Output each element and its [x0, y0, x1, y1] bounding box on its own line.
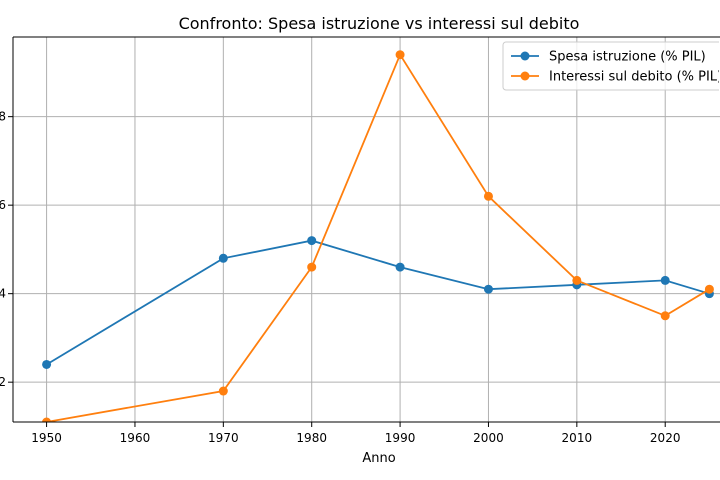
- y-tick-label: 2: [0, 375, 6, 389]
- data-point: [483, 191, 493, 201]
- data-point: [395, 262, 405, 272]
- series-line: [46, 239, 710, 366]
- y-tick-label: 6: [0, 198, 6, 212]
- data-point: [572, 275, 582, 285]
- x-axis: 1950 1960 1970 1980 1990 2000 2010 2020: [31, 422, 680, 445]
- data-point: [218, 253, 228, 263]
- data-point: [395, 50, 405, 60]
- data-point: [660, 275, 670, 285]
- x-tick-label: 1980: [296, 431, 327, 445]
- data-point: [307, 262, 317, 272]
- x-tick-label: 2020: [650, 431, 681, 445]
- y-tick-label: 8: [0, 110, 6, 124]
- data-point: [42, 359, 52, 369]
- grid: [13, 37, 720, 422]
- data-point: [218, 386, 228, 396]
- legend: Spesa istruzione (% PIL) Interessi sul de…: [502, 41, 720, 91]
- data-point: [704, 284, 714, 294]
- x-tick-label: 2010: [562, 431, 593, 445]
- x-tick-label: 1990: [385, 431, 416, 445]
- x-tick-label: 2000: [473, 431, 504, 445]
- x-tick-label: 1970: [208, 431, 239, 445]
- legend-label: Interessi sul debito (% PIL): [549, 70, 720, 85]
- legend-label: Spesa istruzione (% PIL): [549, 50, 706, 65]
- y-axis: 2 4 6 8: [0, 110, 13, 389]
- series-layer: [42, 50, 714, 422]
- legend-marker: [520, 71, 530, 81]
- y-tick-label: 4: [0, 287, 6, 301]
- data-point: [42, 417, 52, 422]
- series-line: [46, 52, 710, 422]
- x-axis-label: Anno: [362, 451, 395, 466]
- chart-title: Confronto: Spesa istruzione vs interessi…: [179, 14, 580, 33]
- legend-box: [502, 41, 719, 91]
- legend-marker: [520, 51, 530, 61]
- x-tick-label: 1950: [31, 431, 62, 445]
- data-point: [483, 284, 493, 294]
- data-point: [660, 311, 670, 321]
- data-point: [307, 236, 317, 246]
- x-tick-label: 1960: [120, 431, 151, 445]
